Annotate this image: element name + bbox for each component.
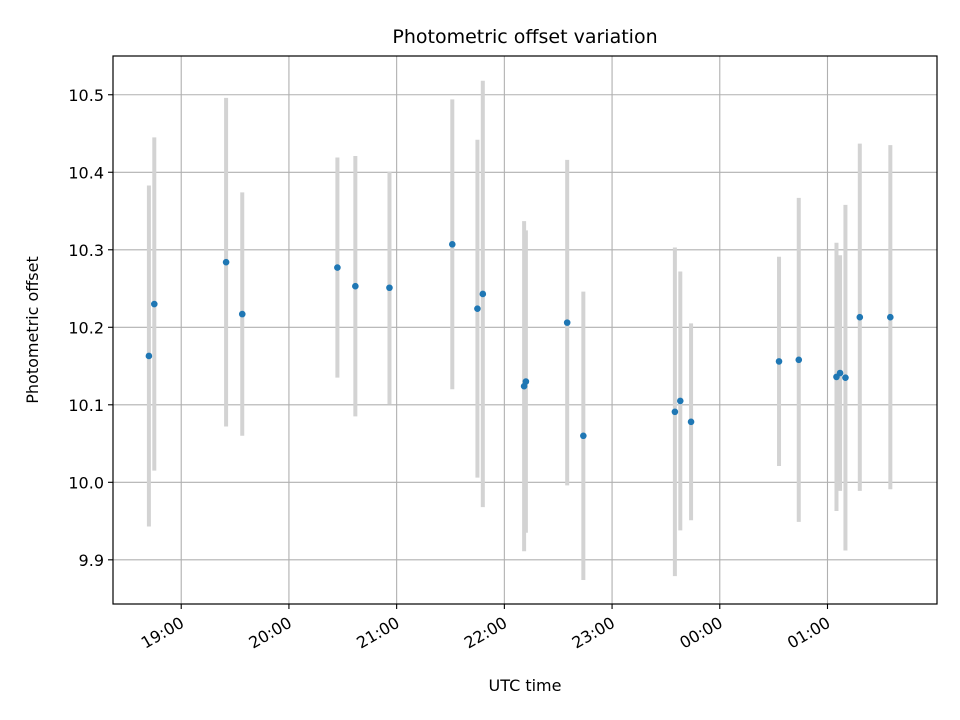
data-point bbox=[687, 418, 695, 426]
data-point bbox=[238, 310, 246, 318]
data-point bbox=[563, 319, 571, 326]
data-point bbox=[145, 352, 153, 360]
y-axis-title: Photometric offset bbox=[23, 256, 42, 404]
data-point bbox=[856, 313, 864, 321]
chart-title: Photometric offset variation bbox=[392, 26, 657, 48]
y-tick-label: 10.5 bbox=[68, 86, 104, 105]
data-point bbox=[448, 241, 456, 248]
data-point bbox=[352, 282, 359, 290]
y-tick-label: 9.9 bbox=[79, 551, 104, 570]
y-tick-label: 10.4 bbox=[68, 163, 104, 182]
data-point bbox=[150, 300, 158, 308]
x-axis-title: UTC time bbox=[489, 676, 562, 695]
data-point bbox=[842, 374, 849, 381]
data-points bbox=[145, 241, 894, 440]
data-point bbox=[474, 305, 481, 312]
data-point bbox=[795, 356, 803, 364]
y-tick-label: 10.0 bbox=[68, 473, 104, 492]
data-point bbox=[671, 408, 679, 416]
data-point bbox=[222, 258, 230, 266]
plot-area-frame bbox=[112, 55, 938, 605]
y-axis-ticks: 9.9 10.0 10.1 10.2 10.3 10.4 10.5 bbox=[68, 86, 113, 570]
data-point bbox=[580, 432, 587, 440]
data-point bbox=[386, 284, 393, 292]
data-point bbox=[479, 290, 487, 298]
grid-lines bbox=[113, 56, 937, 604]
data-point bbox=[775, 358, 783, 365]
data-point bbox=[836, 369, 844, 377]
y-tick-label: 10.3 bbox=[68, 241, 104, 260]
y-tick-label: 10.1 bbox=[68, 396, 104, 415]
data-point bbox=[676, 397, 684, 405]
y-tick-label: 10.2 bbox=[68, 318, 104, 337]
data-point bbox=[522, 378, 530, 385]
data-point bbox=[334, 264, 341, 271]
data-point bbox=[887, 313, 894, 321]
